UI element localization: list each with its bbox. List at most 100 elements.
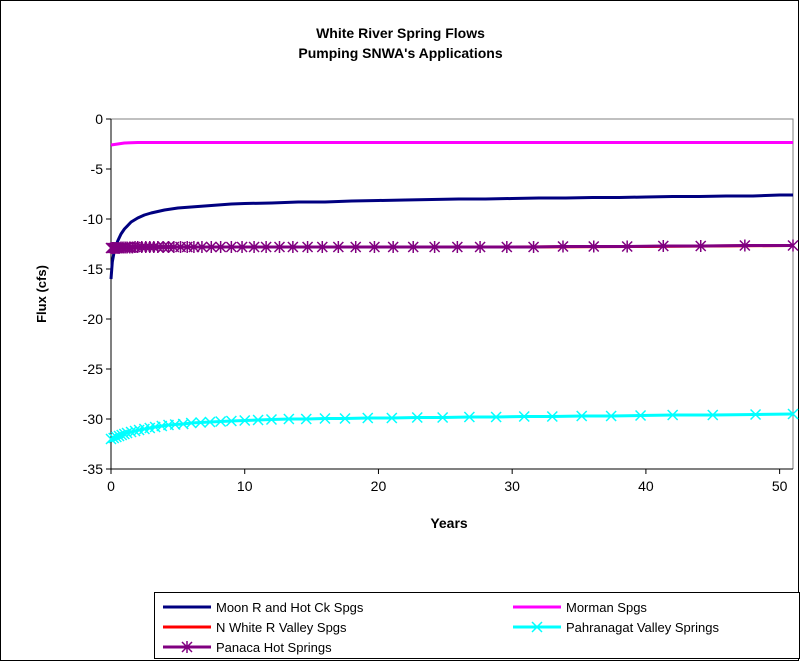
data-point — [546, 410, 558, 423]
series-3 — [105, 408, 799, 445]
data-point — [557, 240, 569, 253]
data-point — [657, 240, 669, 252]
data-point — [157, 241, 169, 253]
data-point — [576, 410, 588, 422]
data-point — [474, 241, 486, 253]
data-point — [225, 415, 237, 427]
data-point — [260, 241, 272, 253]
legend-label: Panaca Hot Springs — [216, 639, 332, 655]
data-point — [196, 241, 208, 253]
data-point — [205, 241, 217, 253]
data-point — [739, 239, 751, 252]
data-point — [787, 239, 799, 252]
plot-border — [111, 118, 794, 469]
data-point — [319, 412, 331, 425]
data-point — [287, 241, 299, 253]
legend-swatch — [513, 605, 561, 609]
x-axis-label: Years — [430, 515, 468, 531]
data-point — [125, 426, 137, 438]
data-point — [667, 409, 679, 421]
data-point — [621, 240, 633, 253]
legend-swatch — [513, 621, 561, 633]
data-point — [332, 241, 344, 253]
legend-item: Pahranagat Valley Springs — [511, 617, 719, 637]
series-4 — [105, 239, 799, 254]
legend-item: Moon R and Hot Ck Spgs — [161, 597, 363, 617]
data-point — [695, 240, 707, 252]
data-point — [152, 241, 164, 253]
data-point — [252, 414, 264, 426]
data-point — [350, 241, 362, 253]
data-point — [225, 241, 237, 253]
data-point — [188, 241, 200, 253]
y-tick-label: -10 — [83, 211, 103, 227]
legend-label: N White R Valley Spgs — [216, 619, 347, 635]
series-0 — [109, 193, 793, 280]
data-point — [407, 241, 419, 253]
data-point — [204, 416, 216, 428]
data-point — [463, 411, 475, 423]
data-point — [302, 241, 314, 253]
data-point — [215, 241, 227, 253]
legend-item: Morman Spgs — [511, 597, 647, 617]
data-point — [490, 411, 502, 423]
y-tick-label: -20 — [83, 311, 103, 327]
data-point — [283, 413, 295, 425]
data-point — [750, 408, 762, 421]
y-tick-label: -30 — [83, 411, 103, 427]
legend-item: Panaca Hot Springs — [161, 637, 332, 657]
y-tick-label: -15 — [83, 261, 103, 277]
legend-label: Morman Spgs — [566, 599, 647, 615]
x-tick-label: 30 — [504, 478, 520, 494]
y-tick-label: 0 — [95, 111, 103, 127]
data-point — [387, 241, 399, 253]
data-point — [787, 408, 799, 420]
data-point — [501, 241, 513, 253]
x-tick-label: 20 — [371, 478, 387, 494]
data-point — [707, 409, 719, 421]
data-point — [635, 409, 647, 422]
x-tick-label: 40 — [638, 478, 654, 494]
legend: Moon R and Hot Ck Spgs Morman Spgs N White… — [154, 592, 800, 659]
data-point — [518, 410, 530, 423]
y-axis-label: Flux (cfs) — [34, 265, 49, 323]
series-line — [110, 141, 793, 147]
legend-swatch — [163, 625, 211, 629]
x-tick-label: 10 — [237, 478, 253, 494]
data-point — [316, 241, 328, 253]
data-point — [437, 411, 449, 424]
x-tick-label: 0 — [107, 478, 115, 494]
data-point — [185, 417, 197, 429]
series-line — [109, 193, 793, 280]
data-point — [339, 412, 351, 425]
data-point — [588, 240, 600, 253]
data-point — [386, 412, 398, 424]
data-point — [605, 410, 617, 422]
legend-swatch — [163, 641, 211, 653]
legend-swatch — [163, 605, 211, 609]
legend-item: N White R Valley Spgs — [161, 617, 347, 637]
legend-marker — [181, 641, 193, 653]
data-point — [121, 427, 133, 439]
chart-title: White River Spring Flows — [316, 25, 485, 41]
y-tick-label: -35 — [83, 461, 103, 477]
legend-label: Pahranagat Valley Springs — [566, 619, 719, 635]
legend-marker — [531, 621, 543, 633]
data-point — [236, 241, 248, 253]
data-point — [451, 241, 463, 253]
data-point — [118, 428, 130, 440]
data-point — [411, 411, 423, 424]
data-point — [528, 241, 540, 253]
series-1 — [110, 141, 793, 147]
y-tick-label: -5 — [91, 161, 104, 177]
data-point — [362, 412, 374, 424]
data-point — [300, 413, 312, 425]
data-point — [215, 415, 227, 428]
x-tick-label: 50 — [772, 478, 788, 494]
chart-subtitle: Pumping SNWA's Applications — [298, 45, 503, 61]
data-point — [273, 241, 286, 253]
data-point — [429, 241, 441, 253]
data-point — [368, 241, 380, 253]
